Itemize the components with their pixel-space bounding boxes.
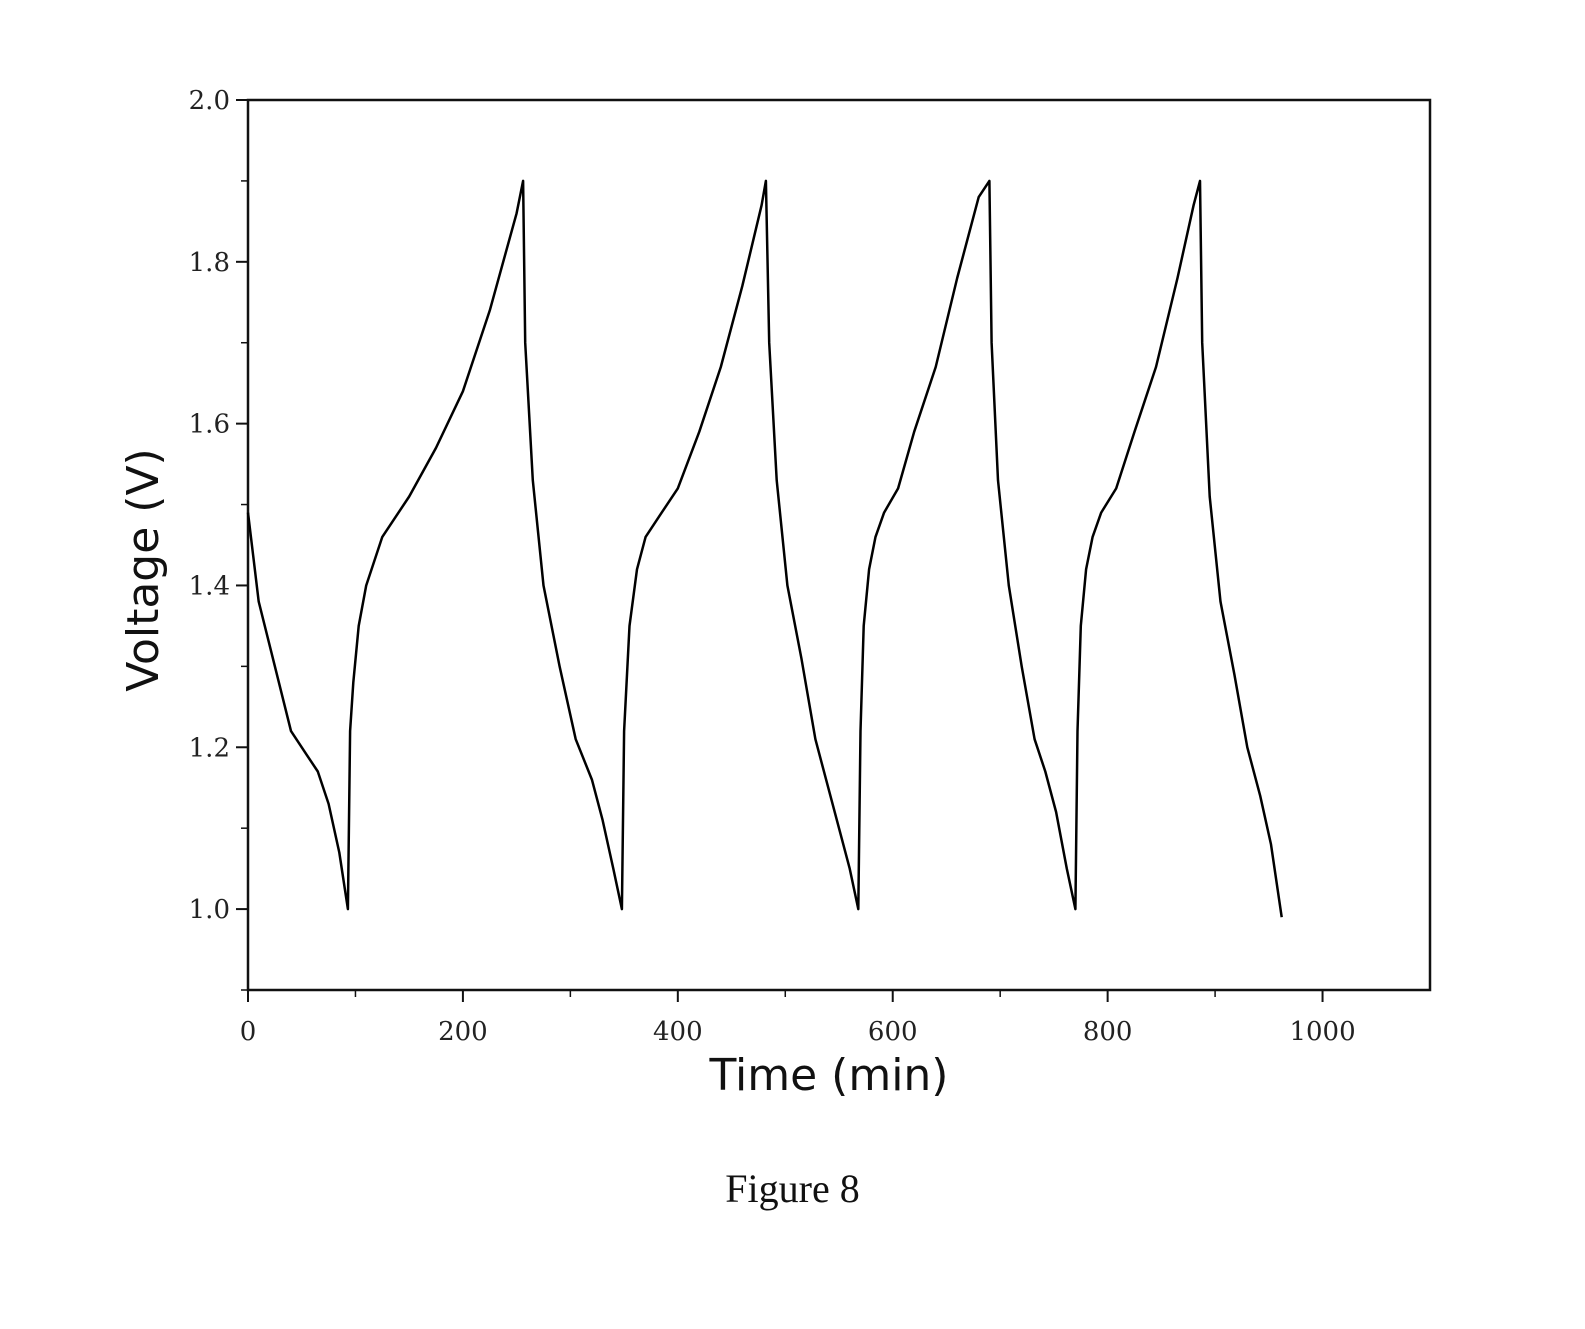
plot-border <box>248 100 1430 990</box>
x-tick-label: 0 <box>240 1017 257 1047</box>
y-axis: 1.0 1.2 1.4 1.6 1.8 2.0 <box>189 86 248 990</box>
y-tick-label: 1.4 <box>189 571 230 601</box>
y-axis-title: Voltage (V) <box>118 448 169 691</box>
series-line-0 <box>248 181 1282 917</box>
x-axis-title: Time (min) <box>709 1050 949 1101</box>
y-tick-label: 1.0 <box>189 895 230 925</box>
y-tick-label: 1.2 <box>189 733 230 763</box>
x-axis: 0 200 400 600 800 1000 <box>240 990 1356 1047</box>
y-tick-label: 1.6 <box>189 410 230 440</box>
x-tick-label: 200 <box>438 1017 488 1047</box>
x-tick-label: 400 <box>653 1017 703 1047</box>
x-tick-label: 800 <box>1083 1017 1133 1047</box>
y-tick-label: 1.8 <box>189 248 230 278</box>
x-tick-label: 600 <box>868 1017 918 1047</box>
figure-caption: Figure 8 <box>0 1165 1585 1212</box>
x-tick-label: 1000 <box>1289 1017 1355 1047</box>
plot-frame <box>248 100 1430 990</box>
y-tick-label: 2.0 <box>189 86 230 116</box>
series-layer <box>248 181 1282 917</box>
